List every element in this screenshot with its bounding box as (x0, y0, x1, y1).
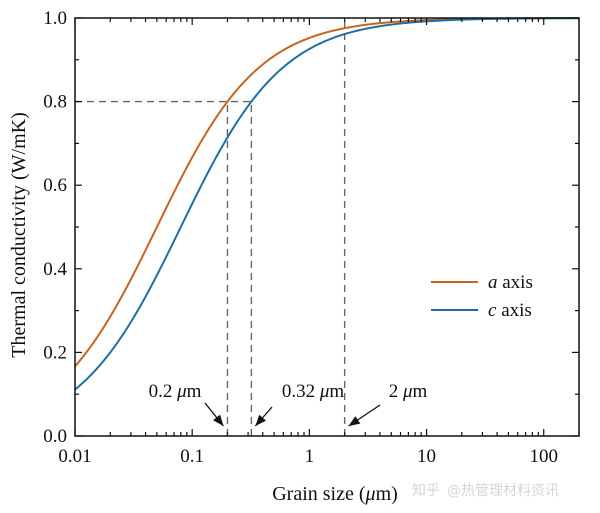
x-axis-title: Grain size (μm) (272, 483, 398, 505)
curves (74, 17, 580, 391)
plot-frame (74, 17, 580, 437)
y-ticks: 0.0 0.2 0.4 0.6 0.8 1.0 (43, 8, 579, 447)
legend-label-c-axis: c axis (488, 300, 532, 321)
x-tick-label: 1 (305, 446, 315, 467)
annotation-arrowhead-3 (348, 416, 361, 426)
annotation-arrowhead-2 (255, 414, 267, 426)
y-axis-title: Thermal conductivity (W/mK) (8, 112, 30, 357)
annotations: 0.2 μm 0.32 μm 2 μm (149, 381, 428, 427)
x-ticks: 0.01 0.1 1 10 100 (58, 18, 580, 467)
legend: a axis c axis (431, 272, 533, 321)
y-tick-label: 0.6 (43, 175, 67, 196)
x-tick-label: 0.1 (180, 446, 204, 467)
x-tick-label: 100 (529, 446, 558, 467)
series-line-c-axis (74, 17, 579, 391)
y-tick-label: 0.0 (43, 426, 67, 447)
y-tick-label: 0.8 (43, 92, 67, 113)
reference-lines (75, 18, 346, 436)
x-tick-label: 0.01 (58, 446, 91, 467)
annotation-label-2: 0.32 μm (282, 381, 345, 402)
watermark-brand: 知乎 (412, 482, 440, 499)
watermark: 知乎 @热管理材料资讯 (412, 482, 559, 499)
annotation-arrowhead-1 (213, 414, 224, 426)
annotation-label-1: 0.2 μm (149, 381, 202, 402)
x-tick-label: 10 (417, 446, 436, 467)
y-tick-label: 1.0 (43, 8, 67, 29)
annotation-label-3: 2 μm (389, 381, 428, 402)
axes (74, 17, 580, 437)
watermark-handle: @热管理材料资讯 (447, 483, 559, 499)
y-tick-label: 0.2 (43, 342, 67, 363)
legend-label-a-axis: a axis (488, 272, 533, 293)
y-tick-label: 0.4 (43, 259, 67, 280)
